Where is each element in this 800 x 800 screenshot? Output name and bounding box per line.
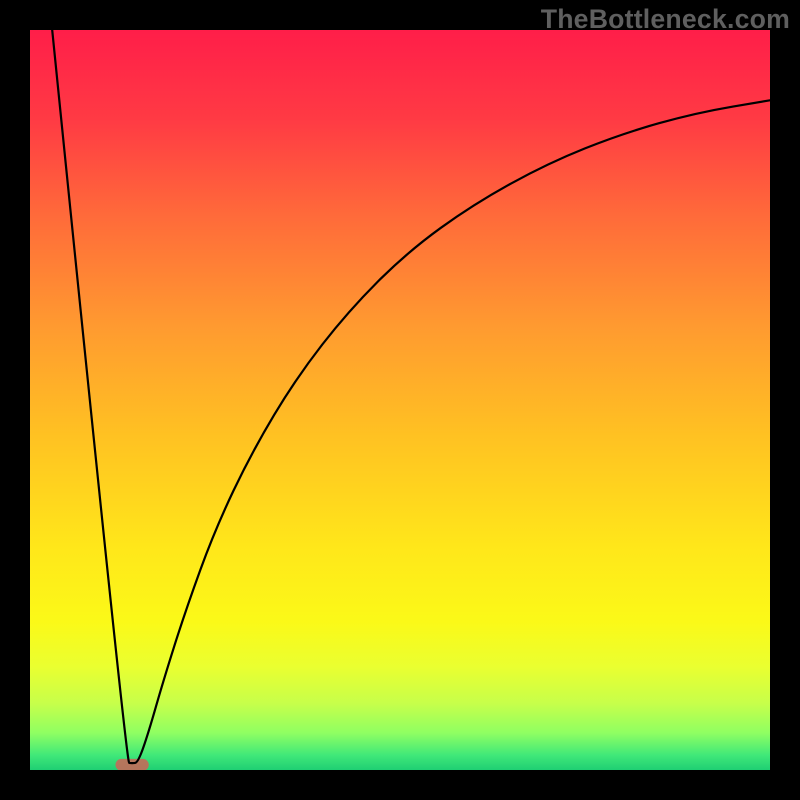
- minimum-marker: [115, 759, 148, 770]
- chart-svg: [30, 30, 770, 770]
- plot-area: [30, 30, 770, 770]
- gradient-background: [30, 30, 770, 770]
- chart-frame: TheBottleneck.com: [0, 0, 800, 800]
- source-watermark: TheBottleneck.com: [541, 4, 790, 35]
